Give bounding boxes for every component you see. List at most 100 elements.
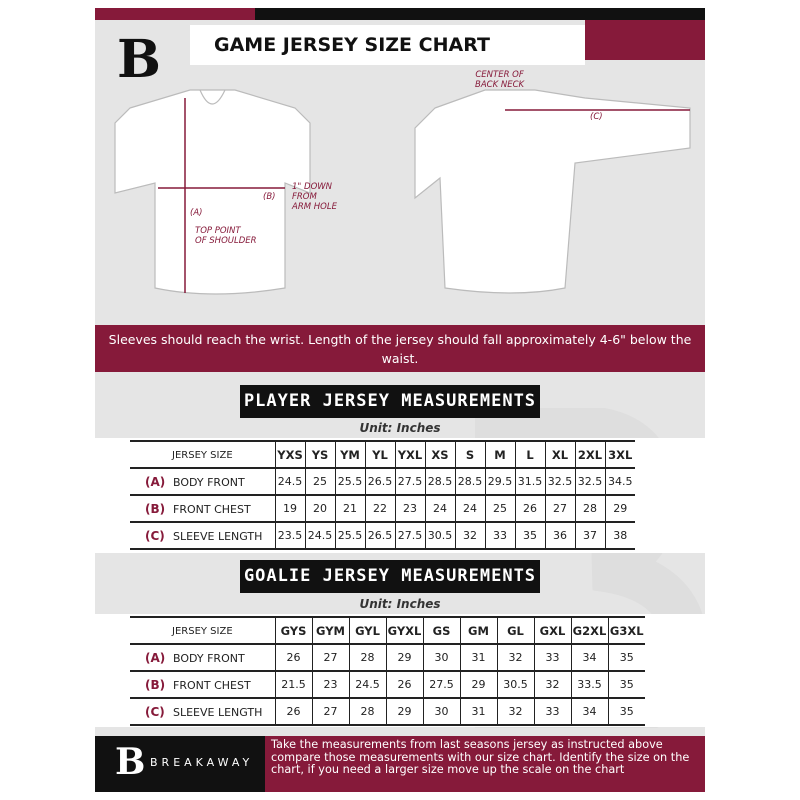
size-column-header: 3XL <box>604 440 635 469</box>
row-key: (B) <box>145 501 166 516</box>
measurement-cell: 22 <box>364 495 395 523</box>
row-label: SLEEVE LENGTH <box>173 529 263 543</box>
row-label-cell: (A) BODY FRONT <box>130 644 275 672</box>
measurement-cell: 32 <box>496 698 534 726</box>
measurement-cell: 23 <box>311 671 349 699</box>
measurement-cell: 24 <box>454 495 485 523</box>
measurement-cell: 26 <box>514 495 545 523</box>
row-label: FRONT CHEST <box>173 678 251 692</box>
brand-logo: B <box>117 32 161 88</box>
measurement-cell: 32.5 <box>544 468 575 496</box>
measurement-cell: 32 <box>496 644 534 672</box>
measurement-cell: 23 <box>394 495 425 523</box>
top-accent-bar <box>95 8 255 20</box>
row-label-cell: (A) BODY FRONT <box>130 468 275 496</box>
goalie-table-band: JERSEY SIZE GYS GYM GYL GYXL GS GM GL GXL G2XL G3X… <box>95 614 705 727</box>
measurement-cell: 34 <box>570 698 608 726</box>
logo-letter: B <box>117 29 161 90</box>
measurement-cell: 27 <box>311 698 349 726</box>
row-key: (A) <box>145 474 166 489</box>
label-a-desc: TOP POINT OF SHOULDER <box>195 226 257 246</box>
measurement-cell: 25 <box>484 495 515 523</box>
row-label-cell: (C) SLEEVE LENGTH <box>130 698 275 726</box>
measurement-cell: 30 <box>422 698 460 726</box>
measurement-cell: 31 <box>459 698 497 726</box>
row-label-cell: (B) FRONT CHEST <box>130 671 275 699</box>
size-column-header: L <box>514 440 545 469</box>
footer-logo: B <box>115 741 146 783</box>
measurement-cell: 20 <box>304 495 335 523</box>
row-label: BODY FRONT <box>173 651 245 665</box>
measurement-cell: 24.5 <box>274 468 305 496</box>
row-label-cell: (B) FRONT CHEST <box>130 495 275 523</box>
measurement-cell: 26.5 <box>364 522 395 550</box>
measurement-cell: 25 <box>304 468 335 496</box>
header-accent-block <box>585 20 705 60</box>
measurement-cell: 35 <box>607 698 645 726</box>
player-size-table: JERSEY SIZE YXS YS YM YL YXL XS S M L XL 2XL 3XL (A) B… <box>130 440 635 550</box>
size-header-cell: JERSEY SIZE <box>130 440 275 469</box>
row-key: (C) <box>145 704 165 719</box>
measurement-cell: 29 <box>604 495 635 523</box>
size-column-header: GS <box>422 616 460 645</box>
center-back-neck-label: CENTER OF BACK NECK <box>475 70 525 90</box>
label-b-desc: 1" DOWN FROM ARM HOLE <box>292 182 337 212</box>
measurement-cell: 28.5 <box>424 468 455 496</box>
measurement-cell: 24.5 <box>304 522 335 550</box>
back-jersey-illustration <box>414 89 691 294</box>
size-column-header: XL <box>544 440 575 469</box>
measurement-cell: 26 <box>274 644 312 672</box>
player-table-band: JERSEY SIZE YXS YS YM YL YXL XS S M L XL 2XL 3XL (A) B… <box>95 438 705 553</box>
size-header-cell: JERSEY SIZE <box>130 616 275 645</box>
measurement-cell: 29 <box>459 671 497 699</box>
size-column-header: GXL <box>533 616 571 645</box>
measurement-cell: 28 <box>348 698 386 726</box>
row-label: FRONT CHEST <box>173 502 251 516</box>
measurement-cell: 30.5 <box>424 522 455 550</box>
table-row: (A) BODY FRONT 26 27 28 29 30 31 32 33 34 35 <box>130 644 645 672</box>
size-column-header: GM <box>459 616 497 645</box>
measurement-cell: 31.5 <box>514 468 545 496</box>
measurement-cell: 33.5 <box>570 671 608 699</box>
size-column-header: YL <box>364 440 395 469</box>
table-row: (B) FRONT CHEST 19 20 21 22 23 24 24 25 26 27 28 29 <box>130 495 635 523</box>
measurement-cell: 30 <box>422 644 460 672</box>
measurement-cell: 34.5 <box>604 468 635 496</box>
measurement-cell: 29 <box>385 644 423 672</box>
label-c: (C) <box>590 112 603 122</box>
goalie-size-table: JERSEY SIZE GYS GYM GYL GYXL GS GM GL GXL G2XL G3X… <box>130 616 645 726</box>
measurement-cell: 28 <box>348 644 386 672</box>
label-b: (B) <box>263 192 276 202</box>
size-column-header: GYL <box>348 616 386 645</box>
size-column-header: GYS <box>274 616 312 645</box>
measurement-cell: 33 <box>533 644 571 672</box>
row-key: (C) <box>145 528 165 543</box>
measurement-cell: 35 <box>514 522 545 550</box>
size-column-header: 2XL <box>574 440 605 469</box>
measurement-cell: 29 <box>385 698 423 726</box>
size-column-header: G2XL <box>570 616 608 645</box>
measurement-cell: 32.5 <box>574 468 605 496</box>
measurement-cell: 27.5 <box>422 671 460 699</box>
fit-instructions-banner: Sleeves should reach the wrist. Length o… <box>95 325 705 372</box>
size-column-header: GL <box>496 616 534 645</box>
measurement-cell: 19 <box>274 495 305 523</box>
player-heading: PLAYER JERSEY MEASUREMENTS <box>240 385 540 418</box>
measurement-cell: 24.5 <box>348 671 386 699</box>
measurement-cell: 28 <box>574 495 605 523</box>
footer-brand-name: BREAKAWAY <box>150 756 254 769</box>
goalie-heading: GOALIE JERSEY MEASUREMENTS <box>240 560 540 593</box>
measurement-cell: 33 <box>533 698 571 726</box>
size-column-header: GYM <box>311 616 349 645</box>
table-row: (C) SLEEVE LENGTH 26 27 28 29 30 31 32 33 34 35 <box>130 698 645 726</box>
measurement-cell: 32 <box>454 522 485 550</box>
table-row: (C) SLEEVE LENGTH 23.5 24.5 25.5 26.5 27.5 30.5… <box>130 522 635 550</box>
table-header-row: JERSEY SIZE GYS GYM GYL GYXL GS GM GL GXL G2XL G3X… <box>130 616 645 645</box>
table-header-row: JERSEY SIZE YXS YS YM YL YXL XS S M L XL 2XL 3XL <box>130 440 635 469</box>
measurement-cell: 25.5 <box>334 468 365 496</box>
measurement-cell: 26 <box>274 698 312 726</box>
measurement-cell: 30.5 <box>496 671 534 699</box>
measurement-cell: 33 <box>484 522 515 550</box>
size-column-header: GYXL <box>385 616 423 645</box>
size-column-header: M <box>484 440 515 469</box>
